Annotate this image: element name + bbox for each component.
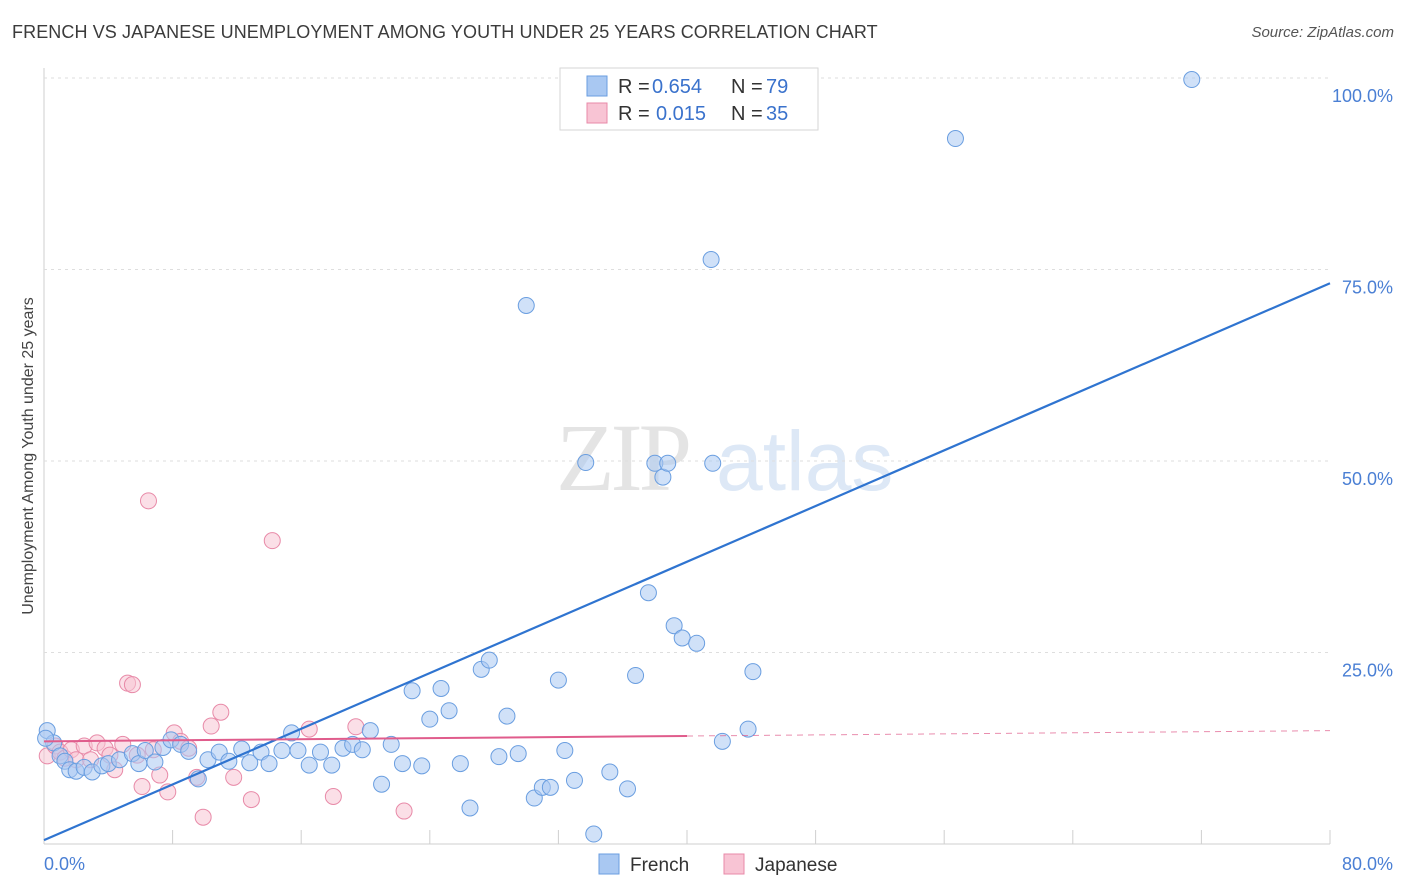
french-point-77 xyxy=(1183,71,1201,89)
bottom-legend-swatch-japanese xyxy=(723,853,745,875)
y-axis-label: Unemployment Among Youth under 25 years xyxy=(20,297,37,615)
chart-title: FRENCH VS JAPANESE UNEMPLOYMENT AMONG YO… xyxy=(12,22,878,42)
legend-r-value-japanese: 0.015 xyxy=(656,103,706,125)
french-point-62 xyxy=(619,780,637,798)
y-tick-label-75: 75.0% xyxy=(1342,278,1393,298)
french-point-18 xyxy=(180,742,198,760)
french-point-76 xyxy=(946,130,964,148)
french-point-29 xyxy=(289,742,307,760)
french-point-78 xyxy=(37,729,55,747)
japanese-point-33 xyxy=(347,718,365,736)
french-point-69 xyxy=(673,629,691,647)
y-tick-label-25: 25.0% xyxy=(1342,661,1393,681)
y-tick-labels: 25.0% 50.0% 75.0% 100.0% xyxy=(1332,86,1393,681)
bottom-legend-swatch-french xyxy=(598,853,620,875)
japanese-point-26 xyxy=(202,717,220,735)
x-tick-label-min: 0.0% xyxy=(44,854,85,874)
legend-n-label-japanese: N = xyxy=(731,103,763,125)
french-point-67 xyxy=(659,454,677,472)
legend-r-label-french: R = xyxy=(618,76,650,98)
french-point-63 xyxy=(627,666,645,684)
japanese-point-32 xyxy=(324,788,342,806)
y-tick-label-100: 100.0% xyxy=(1332,86,1393,106)
french-point-31 xyxy=(311,743,329,761)
french-point-45 xyxy=(451,755,469,773)
japanese-trendline xyxy=(43,734,688,743)
french-point-68 xyxy=(665,617,683,635)
french-point-27 xyxy=(273,742,291,760)
french-point-38 xyxy=(382,735,400,753)
french-point-35 xyxy=(353,741,371,759)
series-legend: French Japanese xyxy=(598,853,837,876)
legend-r-value-french: 0.654 xyxy=(652,76,702,98)
y-tick-label-50: 50.0% xyxy=(1342,469,1393,489)
series-french-points xyxy=(37,71,1201,843)
french-point-55 xyxy=(541,778,559,796)
source-label: Source: ZipAtlas.com xyxy=(1251,24,1394,41)
legend-n-label-french: N = xyxy=(731,76,763,98)
french-point-43 xyxy=(432,680,450,698)
french-point-37 xyxy=(373,775,391,793)
french-point-13 xyxy=(136,742,154,760)
japanese-point-29 xyxy=(242,791,260,809)
french-point-70 xyxy=(688,634,706,652)
french-point-44 xyxy=(440,702,458,720)
french-point-46 xyxy=(461,799,479,817)
french-point-56 xyxy=(549,671,567,689)
french-point-49 xyxy=(490,748,508,766)
x-ticks xyxy=(43,830,1331,844)
bottom-legend-label-japanese: Japanese xyxy=(755,855,837,876)
french-point-14 xyxy=(146,753,164,771)
french-point-42 xyxy=(421,710,439,728)
french-point-60 xyxy=(585,825,603,843)
japanese-point-16 xyxy=(133,778,151,796)
legend-swatch-french xyxy=(586,75,608,97)
french-point-30 xyxy=(300,756,318,774)
japanese-point-27 xyxy=(212,703,230,721)
legend-r-label-japanese: R = xyxy=(618,103,650,125)
gridlines xyxy=(44,77,1330,653)
french-point-64 xyxy=(639,584,657,602)
japanese-point-25 xyxy=(194,808,212,826)
french-point-50 xyxy=(498,707,516,725)
french-point-51 xyxy=(509,745,527,763)
french-point-61 xyxy=(601,763,619,781)
french-trendline xyxy=(43,282,1331,842)
japanese-point-34 xyxy=(395,802,413,820)
french-point-72 xyxy=(704,454,722,472)
french-point-41 xyxy=(413,757,431,775)
french-point-71 xyxy=(702,251,720,269)
french-point-26 xyxy=(260,755,278,773)
french-point-40 xyxy=(403,682,421,700)
french-point-73 xyxy=(713,732,731,750)
x-tick-label-max: 80.0% xyxy=(1342,854,1393,874)
legend-n-value-french: 79 xyxy=(766,76,788,98)
french-point-59 xyxy=(577,454,595,472)
french-point-32 xyxy=(323,756,341,774)
japanese-trendline-extension xyxy=(686,730,1331,737)
watermark-atlas: atlas xyxy=(716,414,893,508)
stats-legend: R = 0.654 N = 79 R = 0.015 N = 35 xyxy=(559,67,819,131)
french-point-75 xyxy=(744,663,762,681)
japanese-point-17 xyxy=(139,492,157,510)
french-point-57 xyxy=(556,742,574,760)
french-point-58 xyxy=(565,771,583,789)
french-point-36 xyxy=(361,722,379,740)
french-point-48 xyxy=(480,651,498,669)
japanese-point-30 xyxy=(263,532,281,550)
japanese-point-28 xyxy=(225,768,243,786)
french-point-39 xyxy=(393,755,411,773)
trendlines xyxy=(43,282,1331,842)
bottom-legend-label-french: French xyxy=(630,855,689,876)
french-point-52 xyxy=(517,297,535,315)
japanese-point-14 xyxy=(123,676,141,694)
legend-swatch-japanese xyxy=(586,102,608,124)
french-point-74 xyxy=(739,720,757,738)
french-point-24 xyxy=(241,754,259,772)
legend-n-value-japanese: 35 xyxy=(766,103,788,125)
